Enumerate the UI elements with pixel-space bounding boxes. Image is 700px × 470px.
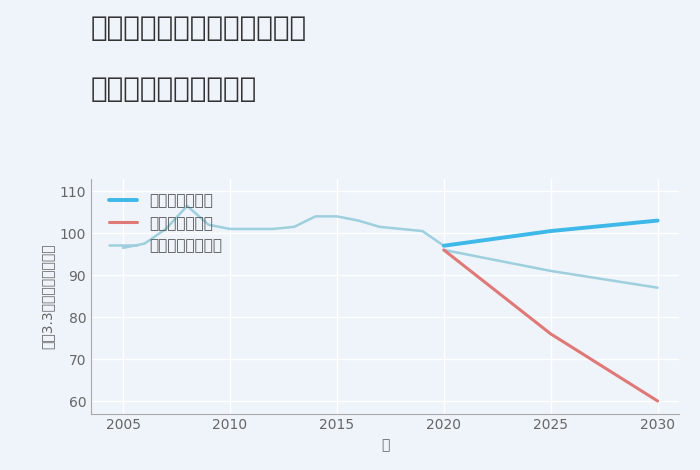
Line: バッドシナリオ: バッドシナリオ: [444, 250, 657, 401]
ノーマルシナリオ: [547, 268, 555, 274]
Line: グッドシナリオ: グッドシナリオ: [444, 220, 657, 246]
Text: 兵庫県姫路市八代緑ヶ丘町の: 兵庫県姫路市八代緑ヶ丘町の: [91, 14, 307, 42]
X-axis label: 年: 年: [381, 438, 389, 452]
グッドシナリオ: [653, 218, 662, 223]
バッドシナリオ: [440, 247, 448, 253]
Legend: グッドシナリオ, バッドシナリオ, ノーマルシナリオ: グッドシナリオ, バッドシナリオ, ノーマルシナリオ: [104, 188, 226, 258]
ノーマルシナリオ: [653, 285, 662, 290]
グッドシナリオ: [440, 243, 448, 249]
グッドシナリオ: [547, 228, 555, 234]
ノーマルシナリオ: [440, 247, 448, 253]
バッドシナリオ: [653, 398, 662, 404]
バッドシナリオ: [547, 331, 555, 337]
Y-axis label: 坪（3.3㎡）単価（万円）: 坪（3.3㎡）単価（万円）: [40, 243, 54, 349]
Text: 中古戸建ての価格推移: 中古戸建ての価格推移: [91, 75, 258, 103]
Line: ノーマルシナリオ: ノーマルシナリオ: [444, 250, 657, 288]
